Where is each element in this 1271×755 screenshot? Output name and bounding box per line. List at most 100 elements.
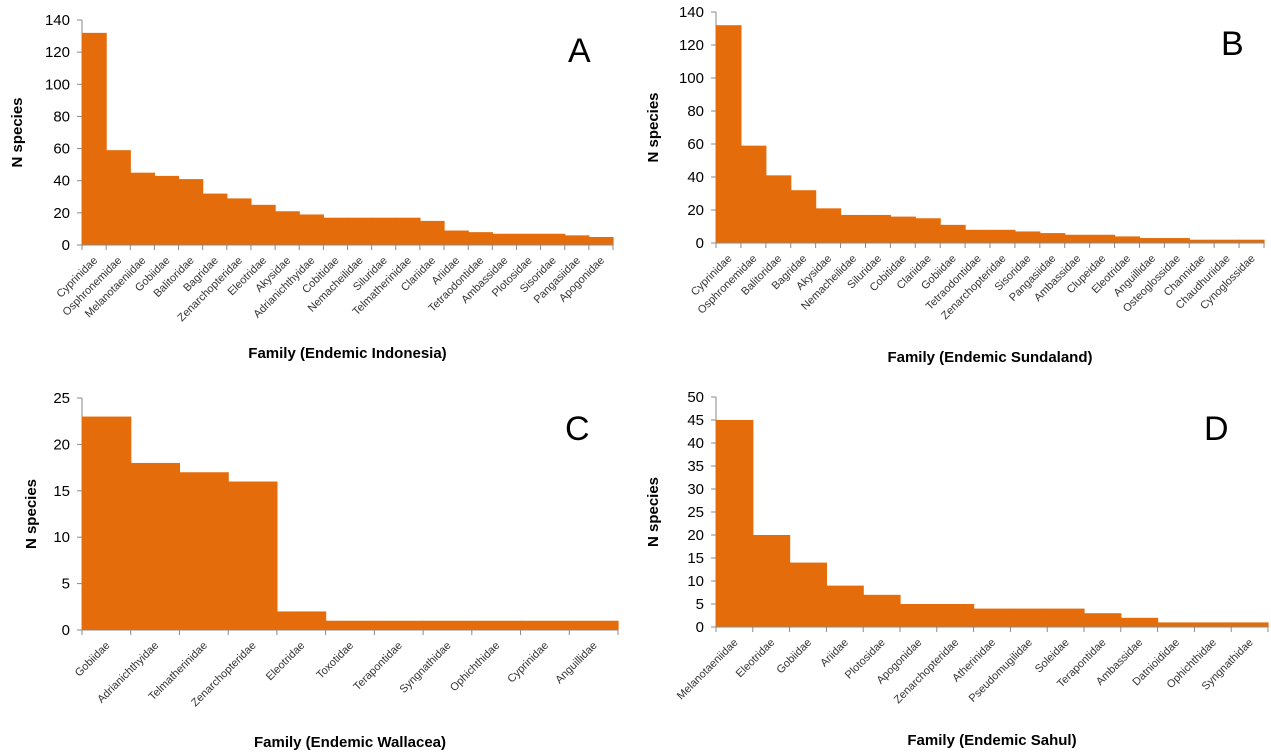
bar	[915, 218, 941, 243]
y-tick-label: 5	[696, 596, 704, 613]
x-tick-label: Syngnathidae	[398, 640, 454, 696]
chart-svg: 0 5 10 15 20 25 30 35 40 45 50 MelanotaeniidaeEleot…	[645, 389, 1269, 749]
bar	[1194, 622, 1232, 627]
y-tick-label: 140	[679, 4, 704, 21]
bar	[1047, 608, 1085, 627]
bar	[1139, 238, 1165, 243]
x-axis-title: Family (Endemic Sahul)	[907, 732, 1076, 749]
bar	[130, 172, 156, 245]
bar	[564, 235, 590, 245]
y-tick-label: 15	[53, 483, 70, 500]
bar	[492, 233, 518, 245]
x-tick-label: Eleotridae	[264, 640, 308, 684]
bar	[815, 208, 842, 243]
panel-letter: D	[1204, 410, 1229, 448]
x-tick-label: Gobiidae	[774, 637, 814, 677]
bar	[540, 233, 566, 245]
x-tick-label: Cyprinidae	[505, 640, 551, 686]
y-tick-label: 20	[687, 202, 704, 219]
chart-panel-b: 0 20 40 60 80 100 120 140 Cyprinidae Osphronemida…	[636, 0, 1271, 380]
x-tick-label: Zenarchopteridae	[892, 637, 961, 706]
bar	[1089, 234, 1116, 243]
y-tick-label: 30	[687, 481, 704, 498]
panel-letter: B	[1221, 25, 1244, 63]
y-tick-label: 120	[45, 44, 70, 61]
bar	[516, 233, 542, 245]
bar	[1214, 239, 1240, 243]
bar	[890, 216, 916, 243]
x-axis-title: Family (Endemic Indonesia)	[248, 345, 446, 362]
bar	[840, 214, 867, 243]
x-axis-title: Family (Endemic Sundaland)	[887, 349, 1092, 366]
bar	[716, 420, 754, 627]
bar	[1010, 608, 1048, 627]
bar	[1164, 238, 1190, 243]
chart-svg: 020406080100120140CyprinidaeOsphronemida…	[9, 12, 614, 362]
x-tick-label: Ariidae	[818, 637, 851, 670]
y-tick-label: 5	[62, 576, 70, 593]
bar	[323, 217, 349, 245]
y-tick-label: 25	[687, 504, 704, 521]
bar	[325, 620, 375, 630]
bar	[765, 175, 792, 243]
bar	[347, 217, 373, 245]
bar	[740, 145, 767, 243]
y-tick-label: 20	[53, 205, 70, 222]
bar	[444, 230, 469, 245]
x-tick-label: Terapontidae	[351, 640, 404, 693]
y-tick-label: 100	[45, 76, 70, 93]
x-tick-label: Melanotaeniidae	[675, 637, 741, 703]
bar	[275, 211, 300, 245]
y-tick-label: 45	[687, 412, 704, 429]
bar	[395, 217, 421, 245]
x-tick-label: Pseudomugilidae	[967, 637, 1035, 705]
y-tick-label: 120	[679, 37, 704, 54]
bar	[716, 25, 742, 244]
bar	[990, 229, 1016, 243]
y-tick-label: 20	[53, 436, 70, 453]
bar	[1157, 622, 1195, 627]
y-tick-label: 40	[687, 169, 704, 186]
bar	[471, 620, 522, 630]
bar	[1084, 613, 1122, 627]
x-axis-title: Family (Endemic Wallacea)	[254, 734, 446, 751]
bar	[973, 608, 1011, 627]
bar	[371, 217, 397, 245]
y-tick-label: 60	[687, 136, 704, 153]
bar	[299, 214, 324, 245]
y-tick-label: 10	[687, 573, 704, 590]
x-tick-label: Gobiidae	[73, 640, 113, 680]
y-tick-label: 0	[696, 619, 704, 636]
bar	[1064, 234, 1091, 243]
y-tick-label: 25	[53, 390, 70, 407]
y-tick-label: 35	[687, 458, 704, 475]
bar	[588, 236, 614, 245]
y-axis-title: N species	[9, 97, 26, 167]
bar	[423, 620, 473, 630]
bar	[900, 604, 938, 627]
bar	[1039, 233, 1066, 243]
bar	[965, 229, 991, 243]
bar	[569, 620, 619, 630]
bar	[936, 604, 975, 627]
y-tick-label: 0	[62, 237, 70, 254]
bar	[276, 611, 327, 630]
bar	[419, 220, 445, 245]
bar	[752, 535, 791, 627]
panel-letter: A	[568, 32, 591, 70]
bar	[82, 416, 132, 630]
y-tick-label: 10	[53, 529, 70, 546]
y-tick-label: 80	[687, 103, 704, 120]
bar	[1014, 231, 1041, 243]
chart-panel-d: 0 5 10 15 20 25 30 35 40 45 50 Melanotaeniidae Eleot…	[636, 385, 1271, 755]
bar	[790, 190, 817, 243]
bar	[179, 472, 229, 630]
bar	[1120, 617, 1159, 627]
chart-svg: 0510152025GobiidaeAdrianichthyidaeTelmat…	[23, 390, 619, 751]
x-tick-label: Ophichthidae	[448, 640, 502, 694]
bar	[106, 150, 131, 245]
y-tick-label: 100	[679, 70, 704, 87]
y-axis-title: N species	[645, 92, 662, 162]
bar	[1114, 236, 1141, 243]
bar	[130, 462, 181, 630]
